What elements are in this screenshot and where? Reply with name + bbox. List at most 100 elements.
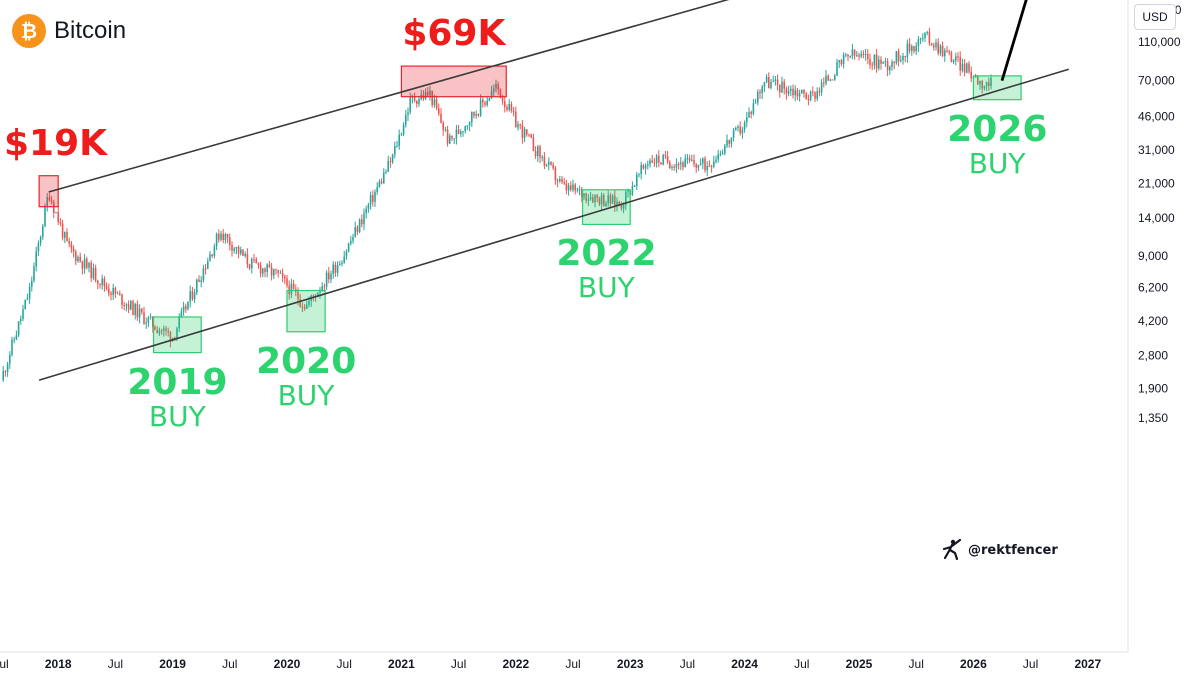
currency-button[interactable]: USD (1134, 4, 1176, 30)
candle (350, 236, 352, 246)
candle (277, 269, 279, 278)
candle (856, 50, 858, 57)
candle (869, 53, 871, 69)
candle (787, 85, 790, 97)
candle (768, 72, 770, 89)
candle (851, 43, 854, 60)
candle (911, 44, 913, 56)
candle (376, 182, 378, 195)
candle (849, 55, 851, 59)
candle (200, 275, 202, 288)
candle (438, 103, 440, 116)
candle (88, 262, 90, 273)
x-tick-label: 2019 (159, 657, 186, 671)
candle (284, 274, 286, 284)
candle (933, 42, 935, 51)
y-tick-label: 110,000 (1138, 35, 1181, 49)
candle (530, 133, 532, 139)
candle (354, 221, 356, 238)
candle (427, 87, 429, 97)
candle (83, 253, 86, 274)
candle (391, 153, 394, 164)
candle (224, 232, 227, 244)
chart-title: Bitcoin (54, 17, 127, 44)
y-tick-label: 14,000 (1138, 211, 1175, 225)
candle (440, 108, 442, 124)
y-tick-label: 4,200 (1138, 314, 1168, 328)
candle (457, 124, 460, 135)
candle (594, 194, 596, 208)
x-tick-label: 2021 (388, 657, 415, 671)
candle (33, 262, 35, 283)
candle (858, 52, 860, 61)
candle (455, 124, 458, 145)
candle (550, 161, 552, 166)
candle (413, 92, 416, 103)
candle (105, 282, 108, 291)
candle (462, 130, 464, 137)
x-tick-label: 2023 (617, 657, 644, 671)
candle (134, 302, 136, 320)
candle (116, 291, 119, 295)
candle (453, 138, 455, 145)
candle (61, 219, 64, 241)
candle (620, 201, 623, 211)
candle (776, 74, 779, 91)
candle (81, 260, 84, 275)
candle (616, 197, 618, 212)
bitcoin-logo-icon: ₿ (12, 14, 46, 48)
candle (666, 150, 669, 165)
candle (589, 191, 592, 201)
candle (39, 235, 42, 247)
candle (385, 169, 387, 175)
candle (532, 133, 535, 152)
candle (431, 90, 433, 108)
candle (424, 88, 427, 101)
candle (823, 77, 825, 88)
candle (739, 121, 741, 136)
candle (356, 225, 359, 236)
candle (864, 48, 867, 61)
candle (132, 299, 134, 316)
candle (669, 160, 671, 170)
candle (825, 70, 827, 86)
candle (741, 126, 744, 139)
candle (112, 283, 114, 300)
candle (829, 78, 832, 82)
candle (946, 45, 948, 53)
candle (904, 55, 906, 63)
candle (757, 89, 759, 106)
buy-zone-box (581, 189, 631, 226)
y-tick-label: 1,900 (1138, 382, 1168, 396)
candle (281, 268, 284, 283)
candle (339, 260, 341, 266)
candle (262, 267, 264, 278)
candle (600, 192, 603, 211)
candle (710, 164, 713, 173)
candle (345, 249, 348, 260)
candle (114, 286, 117, 299)
candle (913, 45, 915, 54)
candle (724, 144, 726, 156)
candle (541, 154, 543, 162)
candle (187, 301, 189, 311)
candle (831, 79, 834, 81)
candle (99, 283, 101, 289)
candle (585, 192, 587, 204)
candle (229, 233, 231, 251)
candle (686, 154, 689, 164)
lower-channel-line (38, 68, 1069, 381)
candle (583, 193, 585, 200)
candle (638, 173, 640, 178)
candle (598, 196, 601, 207)
candle (290, 278, 293, 298)
x-axis: Jul 2018 Jul 2019 Jul 2020 Jul 2021 Jul 2022 Jul 20… (0, 651, 1128, 671)
candle (460, 129, 462, 138)
candle (169, 330, 172, 348)
buy-action-label: BUY (148, 399, 206, 433)
candle (930, 42, 933, 46)
candle (704, 156, 706, 173)
candle (416, 99, 418, 108)
candle (774, 75, 777, 86)
